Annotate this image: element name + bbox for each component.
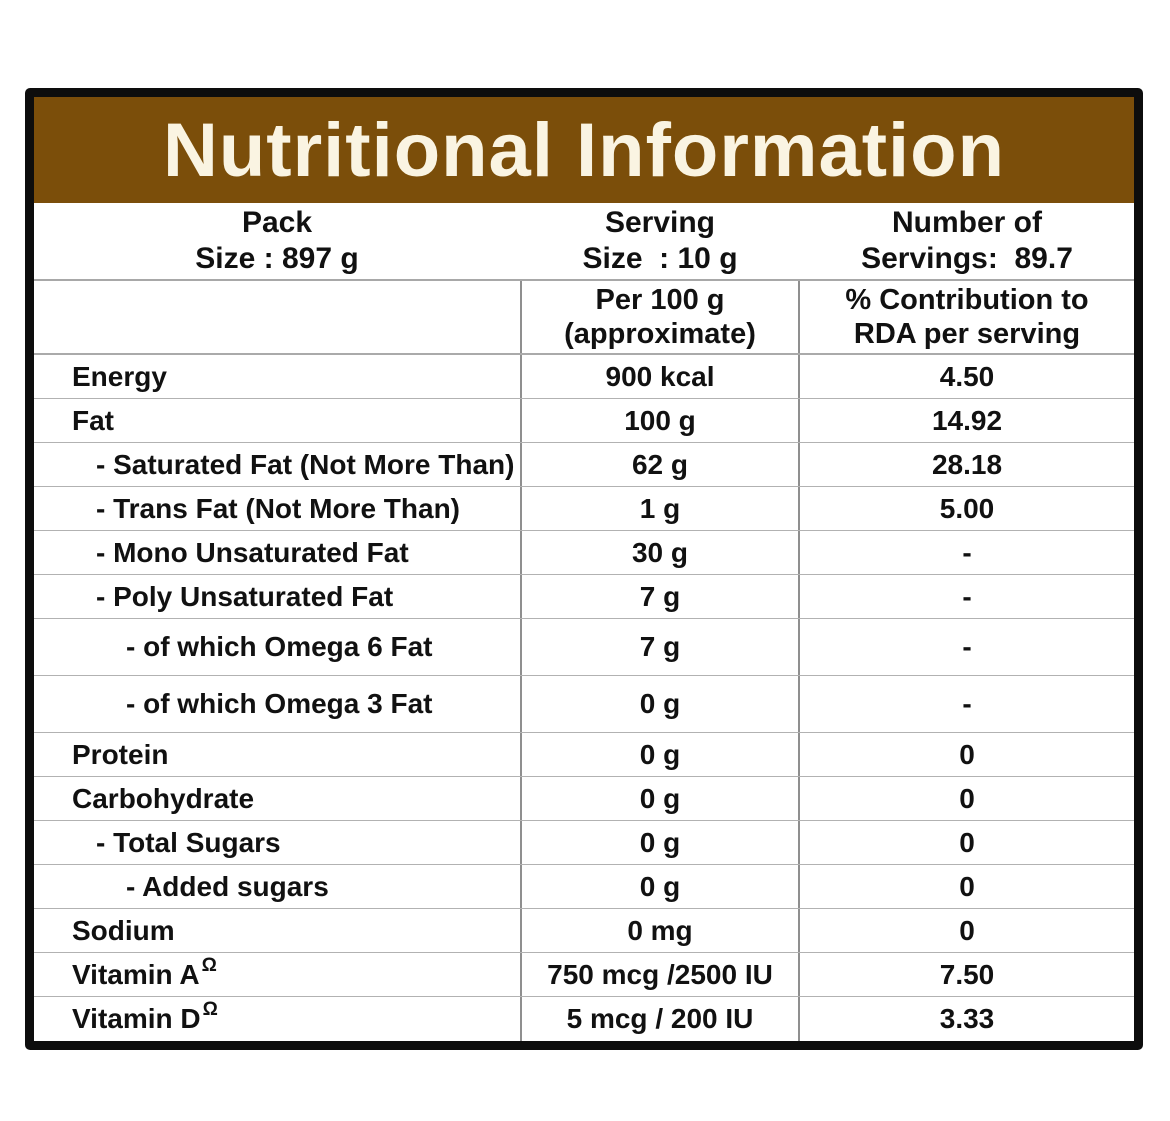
table-row: - of which Omega 3 Fat 0 g - bbox=[34, 676, 1134, 733]
per-100g-header-line2: (approximate) bbox=[564, 318, 756, 350]
table-row: - of which Omega 6 Fat 7 g - bbox=[34, 619, 1134, 676]
per-100g-header-line1: Per 100 g bbox=[595, 284, 725, 316]
per-100g-value: 1 g bbox=[520, 487, 800, 530]
rda-value: 4.50 bbox=[939, 360, 995, 392]
nutrient-label: - Total Sugars bbox=[96, 826, 281, 858]
table-row: - Poly Unsaturated Fat 7 g - bbox=[34, 575, 1134, 619]
table-row: Carbohydrate 0 g 0 bbox=[34, 777, 1134, 821]
rda-value: 3.33 bbox=[939, 1003, 995, 1034]
rda-value: 0 bbox=[959, 738, 975, 770]
table-row: - Total Sugars 0 g 0 bbox=[34, 821, 1134, 865]
rda-value: 7.50 bbox=[939, 958, 995, 990]
per-100g-value: 0 g bbox=[520, 676, 800, 732]
pack-size-cell: Pack Size : 897 g bbox=[34, 203, 520, 279]
nutrient-label: Carbohydrate bbox=[72, 782, 255, 814]
nutrition-label: Nutritional Information Pack Size : 897 … bbox=[25, 88, 1143, 1050]
column-header-row: Per 100 g (approximate) % Contribution t… bbox=[34, 281, 1134, 355]
per-100g-value: 100 g bbox=[520, 399, 800, 442]
rda-value: - bbox=[962, 631, 972, 662]
rda-value: 5.00 bbox=[939, 492, 995, 524]
rda-value: - bbox=[962, 580, 972, 612]
per-100g-value: 7 g bbox=[520, 575, 800, 618]
rda-value: 0 bbox=[959, 782, 975, 814]
page-title: Nutritional Information bbox=[162, 107, 1006, 193]
pack-size-line1: Pack bbox=[241, 206, 313, 239]
table-row: - Saturated Fat (Not More Than) 62 g 28.… bbox=[34, 443, 1134, 487]
serving-size-line2: Size : 10 g bbox=[582, 242, 738, 275]
table-row: - Mono Unsaturated Fat 30 g - bbox=[34, 531, 1134, 575]
serving-size-cell: Serving Size : 10 g bbox=[520, 203, 800, 279]
per-100g-value: 0 g bbox=[520, 821, 800, 864]
per-100g-value: 0 mg bbox=[520, 909, 800, 952]
table-row: Protein 0 g 0 bbox=[34, 733, 1134, 777]
rda-value: 14.92 bbox=[931, 404, 1003, 436]
rda-header-cell: % Contribution to RDA per serving bbox=[800, 281, 1134, 353]
number-of-servings-line2: Servings: 89.7 bbox=[861, 242, 1073, 275]
rda-value: 28.18 bbox=[931, 448, 1003, 480]
per-100g-value: 750 mcg /2500 IU bbox=[520, 953, 800, 996]
per-100g-value: 0 g bbox=[520, 733, 800, 776]
nutrient-label: - Trans Fat (Not More Than) bbox=[96, 492, 460, 524]
table-row: Sodium 0 mg 0 bbox=[34, 909, 1134, 953]
nutrient-label: Energy bbox=[72, 360, 167, 392]
per-100g-value: 900 kcal bbox=[520, 355, 800, 398]
rda-value: - bbox=[962, 536, 972, 568]
rda-value: 0 bbox=[959, 826, 975, 858]
nutrient-label: - Mono Unsaturated Fat bbox=[96, 536, 409, 568]
rda-value: 0 bbox=[959, 914, 975, 946]
table-row: - Trans Fat (Not More Than) 1 g 5.00 bbox=[34, 487, 1134, 531]
nutrient-rows: Energy 900 kcal 4.50 Fat 100 g 14.92 - S… bbox=[34, 355, 1134, 1041]
table-row: Fat 100 g 14.92 bbox=[34, 399, 1134, 443]
per-100g-value: 0 g bbox=[520, 777, 800, 820]
per-100g-value: 7 g bbox=[520, 619, 800, 675]
rda-value: - bbox=[962, 688, 972, 719]
rda-header-line1: % Contribution to bbox=[845, 284, 1089, 316]
number-of-servings-cell: Number of Servings: 89.7 bbox=[800, 203, 1134, 279]
empty-header-cell bbox=[34, 281, 520, 353]
nutrient-label: - Poly Unsaturated Fat bbox=[96, 580, 394, 612]
title-band: Nutritional Information bbox=[34, 97, 1134, 203]
per-100g-value: 0 g bbox=[520, 865, 800, 908]
per-100g-value: 62 g bbox=[520, 443, 800, 486]
table-row: Energy 900 kcal 4.50 bbox=[34, 355, 1134, 399]
number-of-servings-line1: Number of bbox=[892, 206, 1042, 239]
per-100g-header-cell: Per 100 g (approximate) bbox=[520, 281, 800, 353]
nutrient-label: - of which Omega 3 Fat bbox=[126, 688, 433, 719]
table-row: - Added sugars 0 g 0 bbox=[34, 865, 1134, 909]
nutrient-label: Fat bbox=[72, 404, 114, 436]
nutrient-label: - Added sugars bbox=[126, 870, 329, 902]
nutrient-label: - of which Omega 6 Fat bbox=[126, 631, 433, 662]
per-100g-value: 5 mcg / 200 IU bbox=[520, 997, 800, 1041]
nutrient-label: - Saturated Fat (Not More Than) bbox=[96, 448, 515, 480]
nutrient-label: Sodium bbox=[72, 914, 175, 946]
pack-size-line2: Size : 897 g bbox=[195, 242, 359, 275]
rda-value: 0 bbox=[959, 870, 975, 902]
pack-header-row: Pack Size : 897 g Serving Size : 10 g Nu… bbox=[34, 203, 1134, 281]
rda-header-line2: RDA per serving bbox=[853, 318, 1081, 350]
serving-size-line1: Serving bbox=[604, 206, 716, 239]
nutrient-label: Protein bbox=[72, 738, 169, 770]
per-100g-value: 30 g bbox=[520, 531, 800, 574]
